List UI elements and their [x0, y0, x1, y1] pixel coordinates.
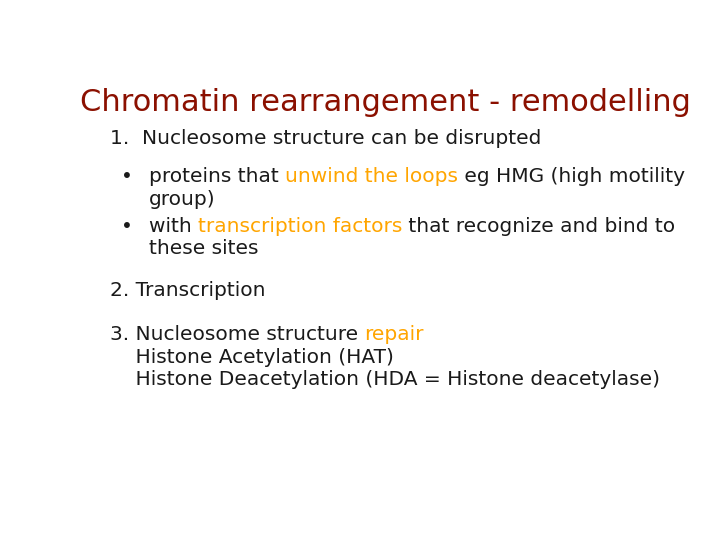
Text: 2. Transcription: 2. Transcription [109, 281, 265, 300]
Text: •: • [121, 217, 132, 235]
Text: that recognize and bind to: that recognize and bind to [402, 217, 675, 235]
Text: •: • [121, 167, 132, 186]
Text: unwind the loops: unwind the loops [284, 167, 458, 186]
Text: these sites: these sites [148, 239, 258, 259]
Text: 1.  Nucleosome structure can be disrupted: 1. Nucleosome structure can be disrupted [109, 129, 541, 149]
Text: proteins that: proteins that [148, 167, 284, 186]
Text: group): group) [148, 190, 215, 208]
Text: Histone Deacetylation (HDA = Histone deacetylase): Histone Deacetylation (HDA = Histone dea… [109, 370, 660, 389]
Text: Histone Acetylation (HAT): Histone Acetylation (HAT) [109, 348, 393, 367]
Text: eg HMG (high motility: eg HMG (high motility [458, 167, 685, 186]
Text: Chromatin rearrangement - remodelling: Chromatin rearrangement - remodelling [81, 87, 691, 117]
Text: with: with [148, 217, 198, 235]
Text: transcription factors: transcription factors [198, 217, 402, 235]
Text: 3. Nucleosome structure: 3. Nucleosome structure [109, 325, 364, 343]
Text: repair: repair [364, 325, 423, 343]
